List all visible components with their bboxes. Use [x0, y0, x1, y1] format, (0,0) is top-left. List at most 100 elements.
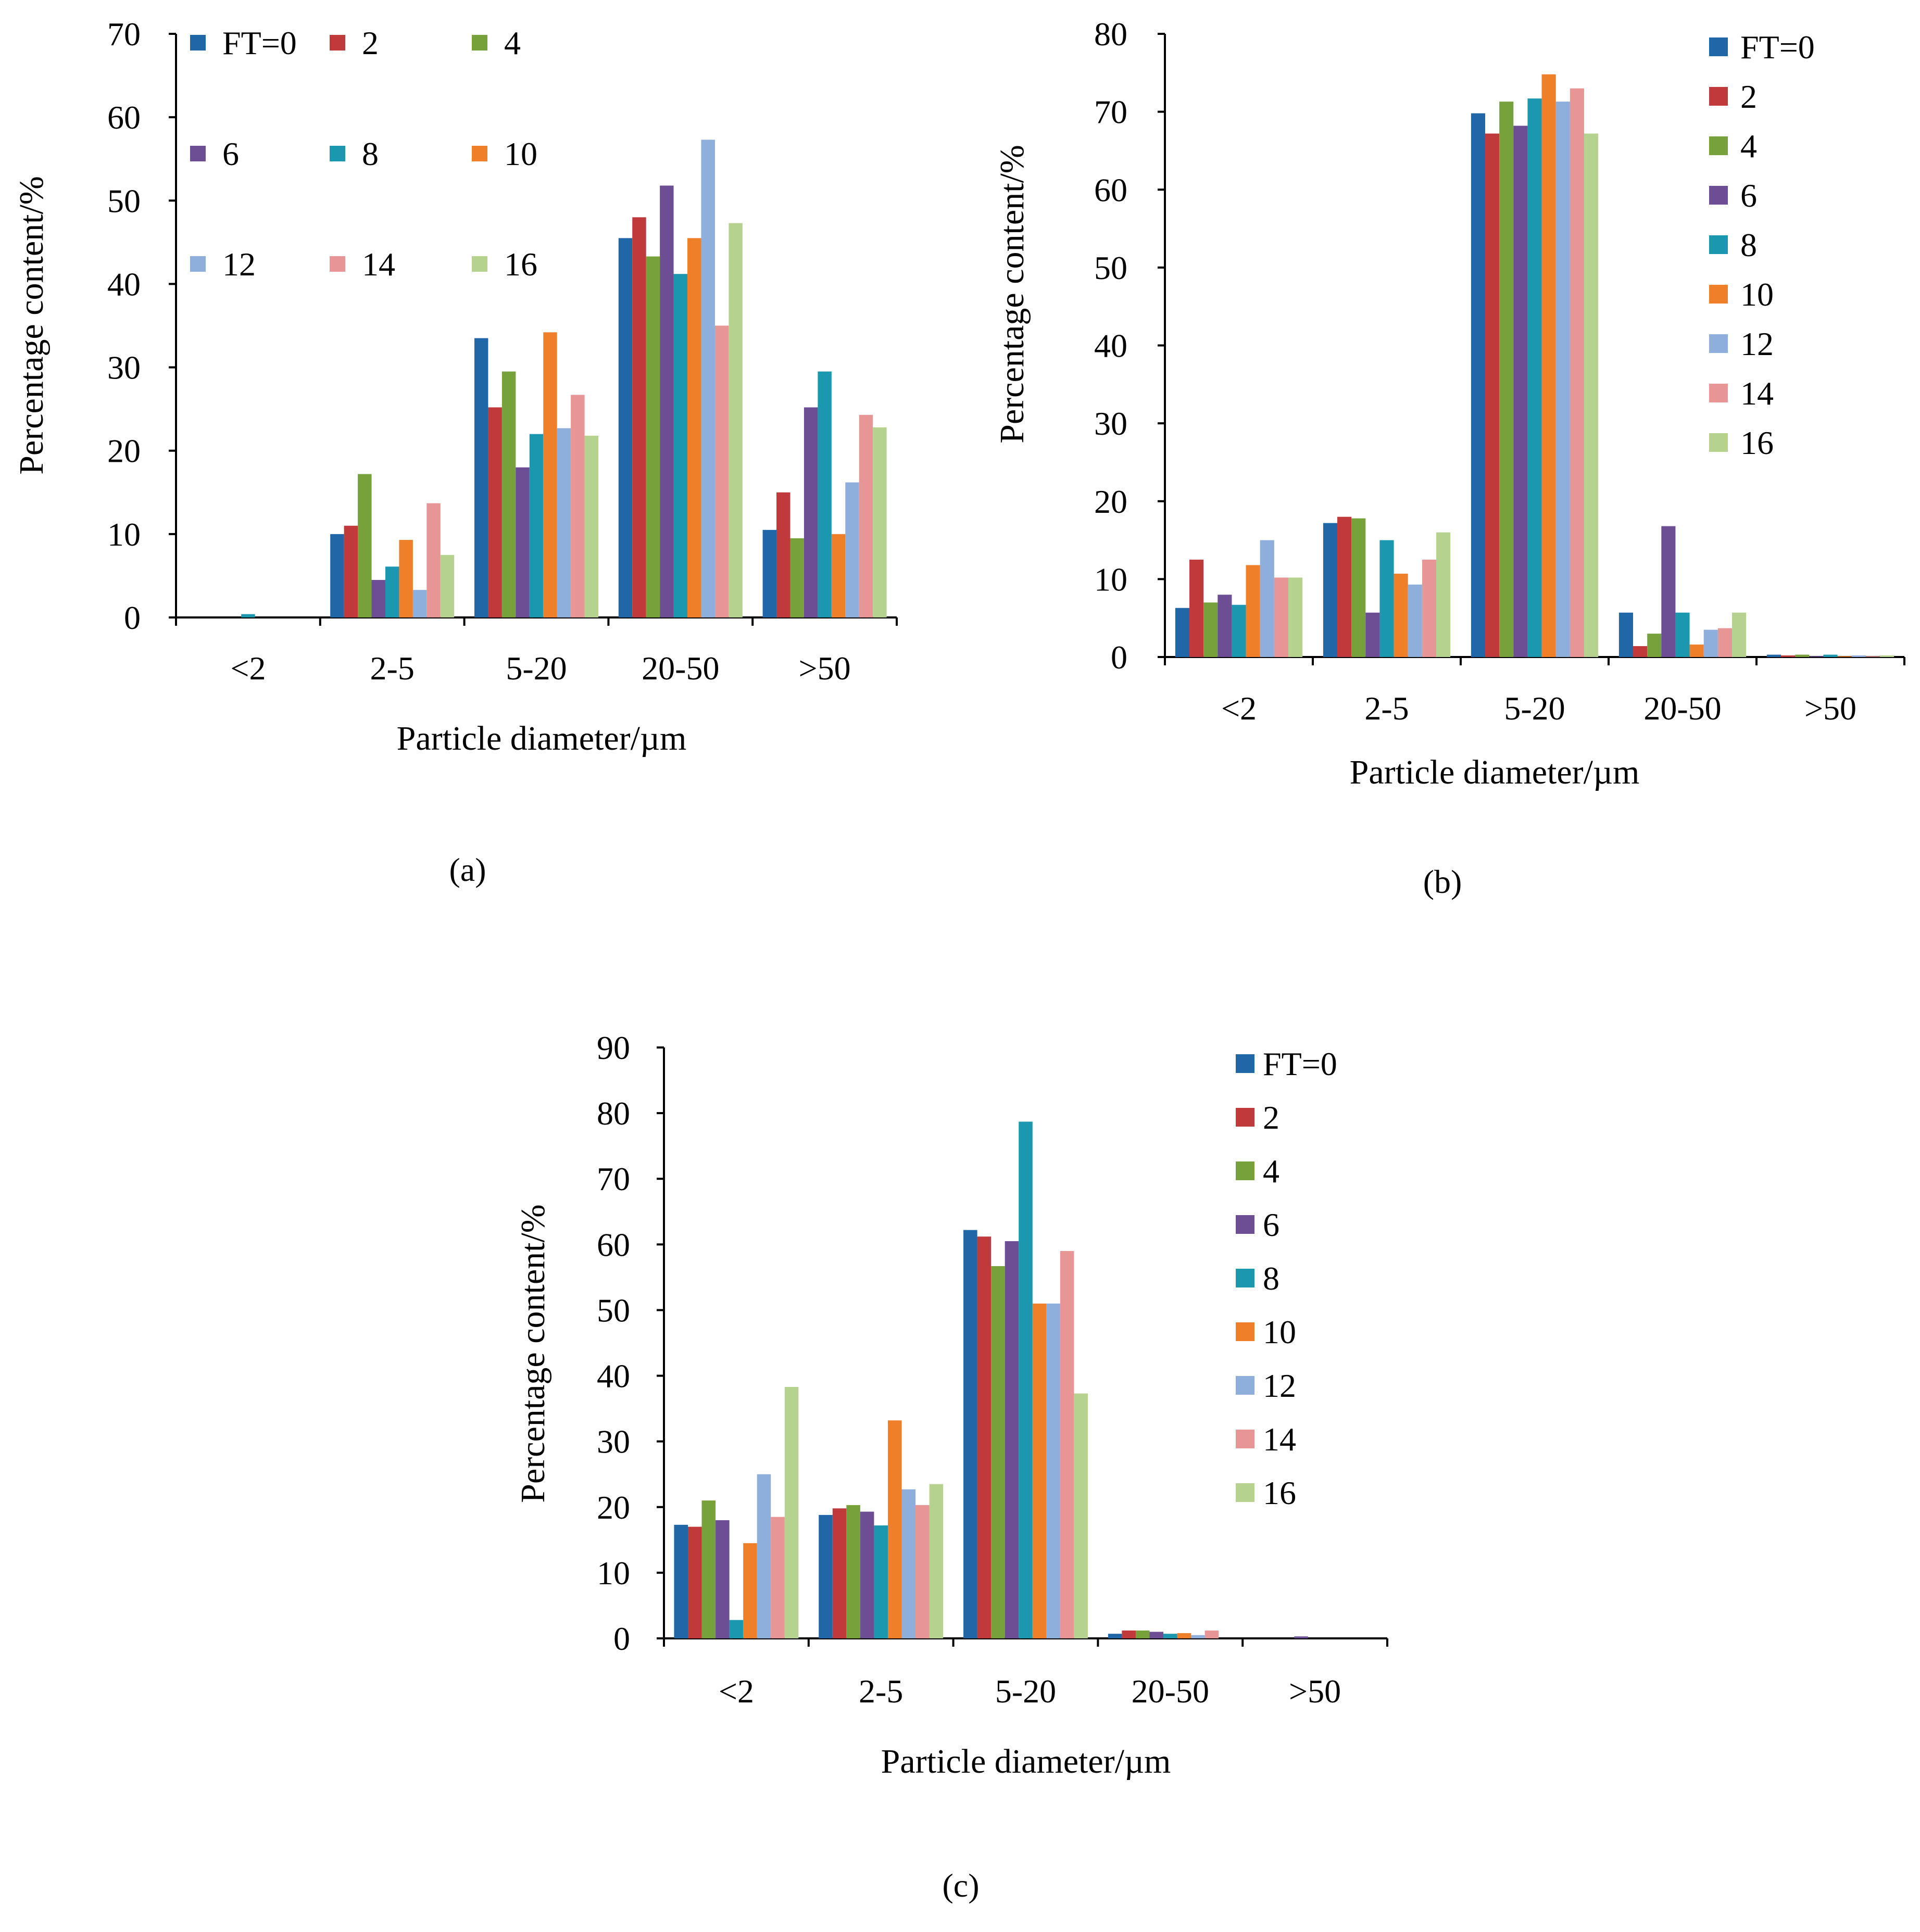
legend-label: 4 [504, 24, 521, 61]
bar [701, 1500, 716, 1638]
x-tick-label: >50 [799, 650, 851, 687]
y-tick-label: 70 [597, 1160, 630, 1197]
bar [1647, 634, 1662, 657]
y-tick-label: 30 [107, 349, 141, 386]
bar [1689, 645, 1704, 657]
legend-swatch [1709, 334, 1728, 353]
legend-swatch [1236, 1054, 1254, 1073]
bar [673, 274, 688, 617]
legend-swatch [1709, 136, 1728, 155]
x-tick-label: 5-20 [995, 1673, 1056, 1710]
bar [358, 474, 372, 617]
legend-swatch [190, 256, 206, 272]
bar [790, 538, 804, 617]
y-tick-label: 20 [1094, 483, 1127, 520]
bar [729, 223, 743, 617]
y-tick-label: 10 [107, 516, 141, 553]
legend-label: 4 [1263, 1153, 1279, 1190]
bar [771, 1517, 785, 1638]
legend-swatch [1709, 384, 1728, 402]
legend-label: 16 [1263, 1474, 1296, 1511]
panel-label-a: (a) [449, 851, 486, 888]
y-tick-label: 50 [597, 1292, 630, 1329]
bar [1471, 113, 1486, 658]
bar [901, 1489, 916, 1638]
legend-label: 16 [504, 246, 537, 283]
bar [385, 566, 399, 617]
y-axis-title: Percentage content/% [993, 145, 1031, 444]
bar [757, 1474, 771, 1638]
legend-label: 2 [362, 24, 379, 61]
bar [1865, 656, 1880, 657]
y-tick-label: 50 [1094, 249, 1127, 286]
bar [1189, 559, 1204, 657]
bar [543, 332, 557, 617]
bar [1046, 1303, 1060, 1638]
y-tick-label: 40 [107, 266, 141, 302]
bar [762, 529, 777, 617]
bar [1394, 573, 1408, 657]
y-axis-title: Percentage content/% [514, 1204, 552, 1503]
bar [1288, 577, 1303, 657]
bar [1060, 1251, 1074, 1638]
bar [1570, 88, 1584, 657]
x-tick-label: 20-50 [1132, 1673, 1209, 1710]
legend-label: 10 [504, 135, 537, 172]
bar [991, 1266, 1005, 1638]
legend-label: 2 [1740, 78, 1757, 115]
legend-label: 12 [1740, 325, 1774, 362]
bar [714, 325, 729, 617]
legend-swatch [330, 256, 345, 272]
bar [1795, 654, 1810, 657]
legend-label: 8 [1263, 1260, 1279, 1297]
x-axis-title: Particle diameter/µm [397, 719, 687, 757]
legend-swatch [1236, 1215, 1254, 1234]
y-axis-title: Percentage content/% [12, 176, 51, 475]
x-tick-label: 2-5 [1364, 690, 1409, 727]
legend-swatch [1236, 1269, 1254, 1287]
bar [687, 1526, 702, 1638]
bar [1633, 646, 1648, 657]
bar [571, 395, 585, 617]
bar [873, 427, 887, 617]
x-tick-label: 20-50 [1643, 690, 1721, 727]
bar [1703, 629, 1718, 657]
bar [1246, 565, 1260, 657]
legend-label: FT=0 [1740, 29, 1815, 66]
bar [646, 256, 660, 617]
bar [1766, 654, 1781, 657]
bar [859, 414, 873, 617]
bar [1019, 1121, 1033, 1638]
legend-label: 16 [1740, 424, 1774, 461]
bar [1513, 125, 1528, 657]
bar [743, 1543, 757, 1638]
chart-b: 0 10 20 30 40 50 60 70 80 <2 2-5 5-20 20-50 >50 Partic… [993, 16, 1905, 791]
bar [1032, 1303, 1047, 1638]
bar [1323, 523, 1338, 657]
bar [1218, 595, 1232, 657]
legend-label: 8 [362, 135, 379, 172]
legend-swatch [1709, 235, 1728, 254]
bar [1781, 655, 1796, 657]
legend-label: 10 [1740, 276, 1774, 313]
bar [674, 1524, 688, 1638]
legend-label: 12 [222, 246, 256, 283]
bar [929, 1484, 944, 1638]
bar [399, 540, 413, 617]
bar [832, 1508, 847, 1638]
legend-swatch [1709, 285, 1728, 304]
bar [1232, 604, 1246, 657]
bar [1618, 612, 1634, 657]
bar [1717, 628, 1732, 657]
legend-swatch [1236, 1108, 1254, 1127]
legend-swatch [1709, 37, 1728, 56]
bar [818, 371, 832, 617]
bar [701, 140, 715, 617]
legend-label: FT=0 [222, 24, 297, 61]
y-tick-label: 30 [1094, 405, 1127, 442]
bar [887, 1420, 902, 1638]
bar [1379, 540, 1394, 657]
legend-swatch [330, 146, 345, 161]
bar [529, 434, 544, 617]
